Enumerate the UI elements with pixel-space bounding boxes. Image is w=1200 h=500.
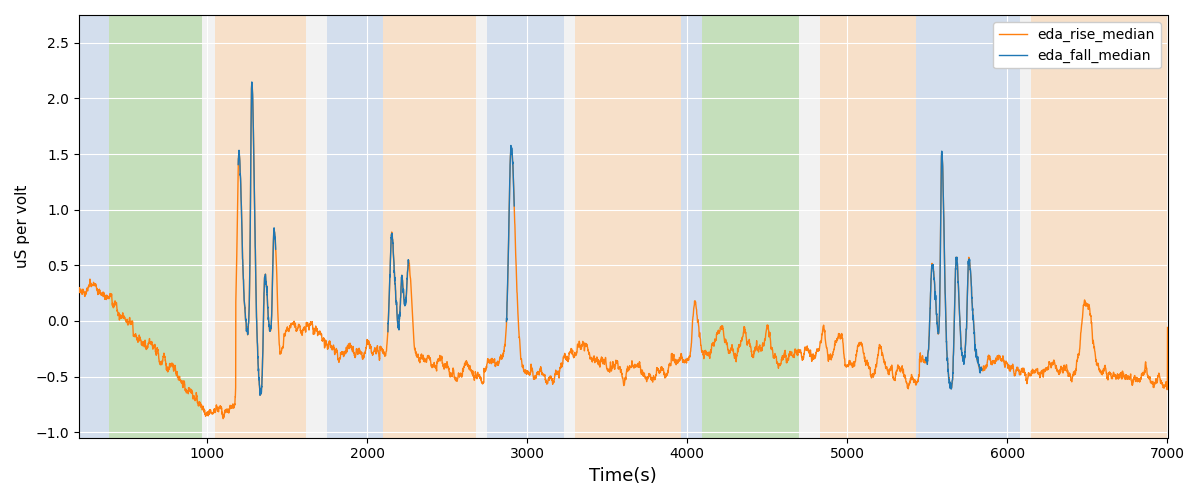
Bar: [487, 15, 564, 438]
eda_rise_median: [216, 416, 230, 422]
eda_rise_median: [245, 80, 259, 86]
Bar: [79, 15, 109, 438]
Bar: [702, 15, 799, 438]
eda_fall_median: [932, 268, 947, 274]
eda_rise_median: [619, 374, 634, 380]
Line: eda_rise_median: eda_rise_median: [79, 83, 1168, 418]
eda_rise_median: [72, 287, 86, 293]
Y-axis label: uS per volt: uS per volt: [14, 184, 30, 268]
Bar: [215, 15, 306, 438]
Bar: [109, 15, 202, 438]
Bar: [680, 15, 702, 438]
eda_rise_median: [736, 334, 750, 340]
Bar: [328, 15, 383, 438]
Line: eda_fall_median: eda_fall_median: [239, 82, 982, 396]
eda_rise_median: [1127, 378, 1141, 384]
eda_rise_median: [934, 238, 948, 244]
Bar: [916, 15, 1020, 438]
eda_rise_median: [296, 326, 311, 332]
Bar: [1032, 15, 1168, 438]
eda_rise_median: [199, 410, 214, 416]
eda_rise_median: [1160, 324, 1175, 330]
Bar: [383, 15, 476, 438]
X-axis label: Time(s): Time(s): [589, 467, 658, 485]
Legend: eda_rise_median, eda_fall_median: eda_rise_median, eda_fall_median: [994, 22, 1160, 68]
Bar: [820, 15, 916, 438]
Bar: [575, 15, 680, 438]
